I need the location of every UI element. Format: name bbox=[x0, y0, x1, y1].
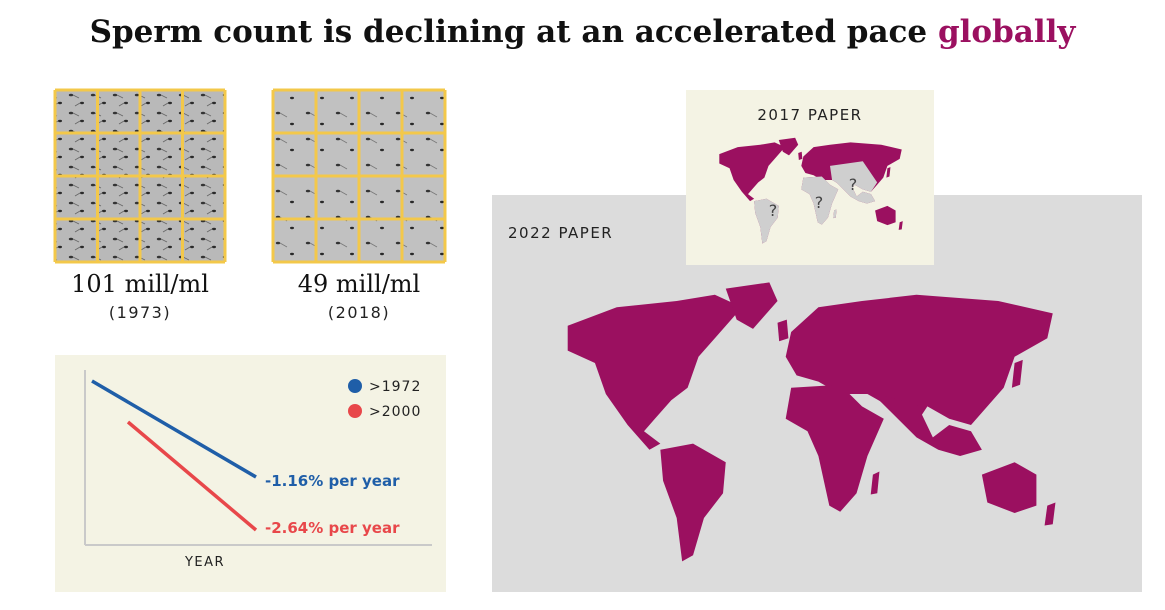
unknown-marker: ? bbox=[769, 201, 778, 220]
unknown-marker: ? bbox=[849, 175, 858, 194]
rate-label: -2.64% per year bbox=[265, 519, 400, 537]
world-map-2017 bbox=[719, 137, 903, 244]
count-label: 101 mill/ml bbox=[71, 270, 209, 298]
year-label: (1973) bbox=[109, 303, 171, 322]
count-label: 49 mill/ml bbox=[298, 270, 420, 298]
trend-line-1972 bbox=[91, 379, 257, 479]
headline-main: Sperm count is declining at an accelerat… bbox=[89, 14, 928, 50]
counting-grid bbox=[53, 88, 447, 264]
year-label: (2018) bbox=[328, 303, 390, 322]
headline-highlight: globally bbox=[937, 14, 1076, 50]
map-label: 2022 PAPER bbox=[508, 224, 613, 242]
legend-label: >1972 bbox=[369, 379, 421, 395]
legend-swatch bbox=[348, 379, 362, 393]
rate-label: -1.16% per year bbox=[265, 472, 400, 490]
legend-swatch bbox=[348, 404, 362, 418]
map-label: 2017 PAPER bbox=[757, 106, 862, 124]
trend-line-2000 bbox=[126, 420, 258, 532]
headline: Sperm count is declining at an accelerat… bbox=[0, 14, 1165, 50]
legend-label: >2000 bbox=[369, 404, 421, 420]
unknown-marker: ? bbox=[815, 193, 824, 212]
x-axis-label: YEAR bbox=[184, 555, 225, 570]
